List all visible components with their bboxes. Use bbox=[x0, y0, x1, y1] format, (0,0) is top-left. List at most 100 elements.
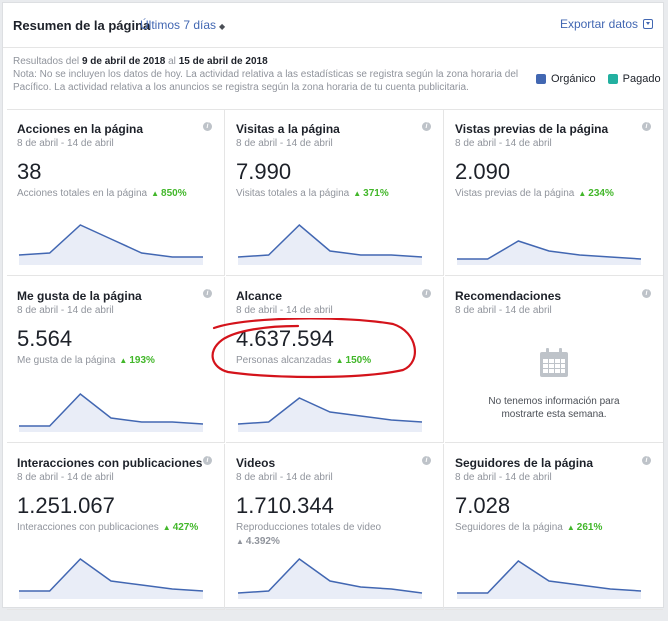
red-hand-drawn-circle bbox=[211, 318, 416, 379]
date-range-label: Últimos 7 días bbox=[140, 18, 217, 32]
card-subtitle: Vistas previas de la página ▲ 234% bbox=[455, 188, 614, 199]
change-value: 193% bbox=[129, 355, 155, 366]
info-icon[interactable]: i bbox=[642, 289, 651, 298]
organic-swatch bbox=[536, 74, 546, 85]
panel-header: Resumen de la página Últimos 7 días ◆ Exp… bbox=[3, 3, 663, 48]
results-range: Resultados del 9 de abril de 2018 al 15 … bbox=[13, 55, 523, 68]
change-badge: ▲ 234% bbox=[574, 188, 614, 199]
info-icon[interactable]: i bbox=[203, 122, 212, 131]
info-icon[interactable]: i bbox=[642, 122, 651, 131]
card-date: 8 de abril - 14 de abril bbox=[17, 472, 114, 483]
card-subtitle: Seguidores de la página ▲ 261% bbox=[455, 522, 602, 533]
up-arrow-icon: ▲ bbox=[566, 523, 575, 532]
download-icon bbox=[643, 19, 653, 29]
card-subtitle-text: Vistas previas de la página bbox=[455, 188, 575, 199]
card-value: 38 bbox=[17, 159, 42, 184]
up-arrow-icon: ▲ bbox=[162, 523, 171, 532]
change-badge: ▲ 850% bbox=[147, 188, 187, 199]
card-date: 8 de abril - 14 de abril bbox=[455, 305, 552, 316]
card-title: Seguidores de la página bbox=[455, 456, 594, 470]
sparkline-line bbox=[19, 558, 204, 592]
card-page-followers[interactable]: Seguidores de la página 8 de abril - 14 … bbox=[445, 444, 663, 610]
up-arrow-icon: ▲ bbox=[578, 189, 587, 198]
card-page-actions[interactable]: Acciones en la página 8 de abril - 14 de… bbox=[7, 110, 225, 276]
card-subtitle: Me gusta de la página ▲ 193% bbox=[17, 355, 155, 366]
card-date: 8 de abril - 14 de abril bbox=[236, 472, 333, 483]
up-arrow-icon: ▲ bbox=[353, 189, 362, 198]
export-data-link[interactable]: Exportar datos bbox=[560, 17, 653, 31]
sparkline bbox=[237, 397, 423, 432]
sparkline-line bbox=[18, 224, 203, 258]
card-page-likes[interactable]: Me gusta de la página 8 de abril - 14 de… bbox=[7, 277, 225, 443]
info-icon[interactable]: i bbox=[203, 456, 212, 465]
card-reach[interactable]: Alcance 8 de abril - 14 de abril i 4.637… bbox=[226, 277, 444, 443]
sparkline bbox=[457, 560, 642, 599]
sparkline bbox=[237, 223, 423, 265]
card-title: Videos bbox=[236, 456, 276, 470]
export-label: Exportar datos bbox=[559, 17, 638, 31]
card-date: 8 de abril - 14 de abril bbox=[236, 305, 333, 316]
card-subtitle: Acciones totales en la página ▲ 850% bbox=[17, 188, 187, 199]
page-summary-panel: Resumen de la página Últimos 7 días ◆ Exp… bbox=[2, 2, 664, 610]
sparkline-area bbox=[238, 398, 422, 432]
card-page-visits[interactable]: Visitas a la página 8 de abril - 14 de a… bbox=[226, 110, 444, 276]
sparkline bbox=[19, 392, 204, 432]
change-badge: ▲ 150% bbox=[332, 355, 372, 366]
legend: Orgánico Pagado bbox=[536, 73, 661, 85]
info-icon[interactable]: i bbox=[642, 456, 651, 465]
up-arrow-icon: ▲ bbox=[335, 356, 344, 365]
up-arrow-icon: ▲ bbox=[119, 356, 128, 365]
legend-paid: Pagado bbox=[622, 73, 661, 86]
metrics-grid: Acciones en la página 8 de abril - 14 de… bbox=[7, 109, 663, 610]
card-videos[interactable]: Videos 8 de abril - 14 de abril i 1.710.… bbox=[226, 444, 444, 610]
sparkline-line bbox=[457, 240, 642, 260]
sparkline-line bbox=[457, 560, 642, 594]
change-value: 150% bbox=[345, 355, 372, 366]
calendar-icon bbox=[540, 348, 568, 377]
paid-swatch bbox=[607, 74, 618, 85]
card-page-previews[interactable]: Vistas previas de la página 8 de abril -… bbox=[445, 110, 663, 276]
sparkline-line bbox=[237, 397, 423, 425]
legend-organic: Orgánico bbox=[551, 73, 596, 86]
info-icon[interactable]: i bbox=[422, 456, 431, 465]
sparkline-area bbox=[19, 559, 203, 599]
sparkline bbox=[457, 240, 642, 265]
timezone-note: Nota: No se incluyen los datos de hoy. L… bbox=[13, 69, 519, 93]
results-start-date: 9 de abril de 2018 bbox=[81, 56, 166, 67]
card-title: Visitas a la página bbox=[236, 122, 340, 136]
card-subtitle-text: Seguidores de la página bbox=[455, 522, 563, 533]
sparkline-area bbox=[238, 559, 422, 599]
card-recommendations[interactable]: Recomendaciones 8 de abril - 14 de abril… bbox=[445, 277, 663, 443]
change-badge: ▲ 193% bbox=[115, 355, 155, 366]
card-title: Interacciones con publicaciones bbox=[17, 456, 203, 470]
empty-state-message: No tenemos información para mostrarte es… bbox=[488, 396, 620, 420]
sparkline bbox=[18, 224, 203, 265]
card-subtitle-text: Me gusta de la página bbox=[17, 355, 116, 366]
card-subtitle-text: Visitas totales a la página bbox=[236, 188, 350, 199]
info-icon[interactable]: i bbox=[203, 289, 212, 298]
date-range-dropdown[interactable]: Últimos 7 días ◆ bbox=[140, 18, 225, 32]
sparkline bbox=[19, 558, 204, 599]
sparkline-area bbox=[457, 561, 641, 599]
card-subtitle: Personas alcanzadas ▲ 150% bbox=[236, 355, 371, 366]
card-date: 8 de abril - 14 de abril bbox=[17, 138, 114, 149]
card-title: Vistas previas de la página bbox=[455, 122, 609, 136]
card-title: Alcance bbox=[236, 289, 283, 303]
sparkline-line bbox=[237, 223, 423, 258]
card-subtitle-text: Acciones totales en la página bbox=[17, 188, 148, 199]
results-connector: al bbox=[168, 56, 176, 67]
info-icon[interactable]: i bbox=[422, 289, 431, 298]
up-arrow-icon: ▲ bbox=[236, 537, 244, 546]
card-date: 8 de abril - 14 de abril bbox=[236, 138, 333, 149]
card-value: 2.090 bbox=[455, 159, 511, 184]
change-badge: ▲ 261% bbox=[563, 522, 603, 533]
results-prefix: Resultados del bbox=[13, 56, 80, 67]
panel-title: Resumen de la página bbox=[13, 18, 151, 33]
card-title: Recomendaciones bbox=[455, 289, 562, 303]
info-icon[interactable]: i bbox=[422, 122, 431, 131]
sparkline-area bbox=[19, 225, 203, 265]
change-badge: ▲ 371% bbox=[349, 188, 389, 199]
card-post-engagement[interactable]: Interacciones con publicaciones 8 de abr… bbox=[7, 444, 225, 610]
card-value: 1.710.344 bbox=[236, 493, 334, 518]
card-value: 5.564 bbox=[17, 326, 73, 351]
